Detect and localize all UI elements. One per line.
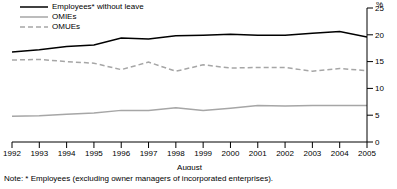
svg-text:20: 20 — [375, 31, 384, 40]
html-text:OMIEs: OMIEs — [52, 12, 77, 21]
svg-text:1999: 1999 — [194, 149, 212, 158]
svg-text:1997: 1997 — [140, 149, 158, 158]
html-text:Employees* without leave: Employees* without leave — [52, 2, 144, 11]
svg-text:1995: 1995 — [85, 149, 103, 158]
html-text:Note: * Employees (excluding o: Note: * Employees (excluding owner manag… — [4, 174, 273, 183]
svg-text:1998: 1998 — [167, 149, 185, 158]
svg-text:1993: 1993 — [30, 149, 48, 158]
html-text:OMUEs: OMUEs — [52, 22, 80, 31]
svg-text:0: 0 — [375, 138, 380, 147]
svg-text:2003: 2003 — [303, 149, 321, 158]
svg-text:2000: 2000 — [222, 149, 240, 158]
svg-text:1996: 1996 — [112, 149, 130, 158]
svg-text:15: 15 — [375, 57, 384, 66]
svg-text:2004: 2004 — [331, 149, 349, 158]
svg-text:August: August — [177, 163, 203, 170]
svg-text:2005: 2005 — [358, 149, 376, 158]
svg-text:2002: 2002 — [276, 149, 294, 158]
svg-text:10: 10 — [375, 84, 384, 93]
svg-text:1992: 1992 — [8, 149, 21, 158]
svg-text:1994: 1994 — [58, 149, 76, 158]
svg-text:2001: 2001 — [249, 149, 267, 158]
svg-text:5: 5 — [375, 111, 380, 120]
